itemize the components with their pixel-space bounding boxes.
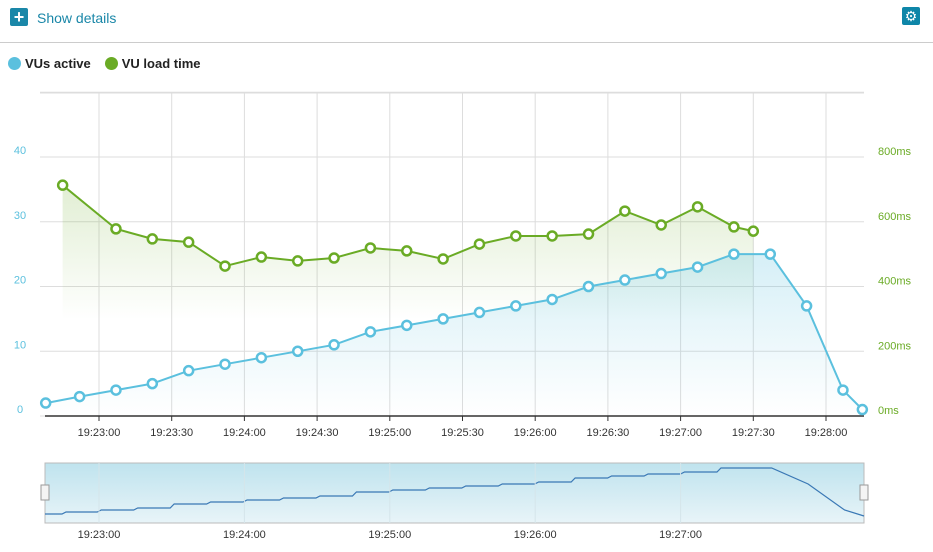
data-point xyxy=(56,179,69,191)
data-point xyxy=(856,403,869,416)
legend-label: VU load time xyxy=(121,56,201,71)
y-right-tick: 200ms xyxy=(878,340,912,352)
show-details-link[interactable]: Show details xyxy=(37,10,117,26)
data-point xyxy=(328,339,340,351)
x-tick-label: 19:25:00 xyxy=(368,427,411,439)
data-point xyxy=(764,248,777,260)
plus-icon[interactable]: + xyxy=(10,8,28,26)
data-point xyxy=(364,242,377,254)
data-point xyxy=(582,280,595,293)
data-point xyxy=(110,223,122,235)
navigator-tick-label: 19:23:00 xyxy=(78,529,121,541)
data-point xyxy=(728,221,740,233)
navigator-tick-label: 19:26:00 xyxy=(514,529,557,541)
data-point xyxy=(291,255,304,267)
data-point xyxy=(546,293,558,306)
data-point xyxy=(39,397,52,409)
data-point xyxy=(473,238,486,250)
y-left-tick: 0 xyxy=(17,404,23,416)
data-point xyxy=(473,306,486,319)
data-point xyxy=(691,201,704,213)
navigator-tick-label: 19:24:00 xyxy=(223,529,266,541)
y-right-tick: 0ms xyxy=(878,405,899,417)
data-point xyxy=(255,351,268,364)
navigator xyxy=(44,462,865,524)
gear-icon[interactable]: ⚙ xyxy=(902,7,920,25)
data-point xyxy=(619,205,631,217)
data-point xyxy=(800,300,813,312)
x-tick-label: 19:27:00 xyxy=(659,427,702,439)
data-point xyxy=(364,326,377,338)
data-point xyxy=(291,345,304,357)
data-point xyxy=(146,377,159,390)
data-point xyxy=(437,313,449,325)
x-tick-label: 19:28:00 xyxy=(805,427,848,439)
navigator-handle[interactable] xyxy=(40,484,50,501)
data-point xyxy=(510,300,522,312)
y-left-tick: 20 xyxy=(14,275,26,287)
navigator-handle[interactable] xyxy=(859,484,869,501)
data-point xyxy=(582,228,595,240)
data-point xyxy=(510,230,522,242)
y-left-tick: 30 xyxy=(14,210,26,222)
x-tick-label: 19:27:30 xyxy=(732,427,775,439)
data-point xyxy=(182,236,195,248)
legend-label: VUs active xyxy=(25,56,91,71)
y-right-tick: 600ms xyxy=(878,211,912,223)
series-line xyxy=(61,184,754,268)
series-line xyxy=(45,253,864,411)
y-right-tick: 800ms xyxy=(878,146,912,158)
toolbar: + Show details ⚙ xyxy=(0,0,933,43)
legend-item-vus-active[interactable]: VUs active xyxy=(8,56,91,71)
chart-legend: VUs active VU load time xyxy=(8,56,201,71)
x-tick-label: 19:26:00 xyxy=(514,427,557,439)
series-area xyxy=(45,254,863,416)
data-point xyxy=(619,274,631,286)
x-tick-label: 19:26:30 xyxy=(586,427,629,439)
data-point xyxy=(747,225,760,237)
y-left-tick: 10 xyxy=(14,339,26,351)
data-point xyxy=(255,251,268,263)
x-tick-label: 19:24:30 xyxy=(296,427,339,439)
data-point xyxy=(655,267,667,280)
x-tick-label: 19:23:00 xyxy=(78,427,121,439)
data-point xyxy=(73,390,86,403)
data-point xyxy=(837,384,849,396)
data-point xyxy=(401,245,413,257)
legend-dot-icon xyxy=(8,57,21,70)
data-point xyxy=(655,219,667,231)
x-tick-label: 19:25:30 xyxy=(441,427,484,439)
data-point xyxy=(219,260,231,272)
navigator-tick-label: 19:27:00 xyxy=(659,529,702,541)
data-point xyxy=(110,384,122,396)
data-point xyxy=(546,230,558,242)
data-point xyxy=(182,364,195,377)
legend-dot-icon xyxy=(104,57,118,70)
navigator-series xyxy=(45,467,865,517)
legend-item-vu-load-time[interactable]: VU load time xyxy=(104,56,201,71)
data-point xyxy=(328,252,340,264)
navigator-tick-label: 19:25:00 xyxy=(368,529,411,541)
data-point xyxy=(691,261,704,273)
data-point xyxy=(219,358,231,370)
data-point xyxy=(728,248,740,260)
x-tick-label: 19:24:00 xyxy=(223,427,266,439)
y-right-tick: 400ms xyxy=(878,276,912,288)
data-point xyxy=(437,253,449,265)
x-tick-label: 19:23:30 xyxy=(150,427,193,439)
data-point xyxy=(401,319,413,332)
data-point xyxy=(146,233,159,245)
y-left-tick: 40 xyxy=(14,145,26,157)
